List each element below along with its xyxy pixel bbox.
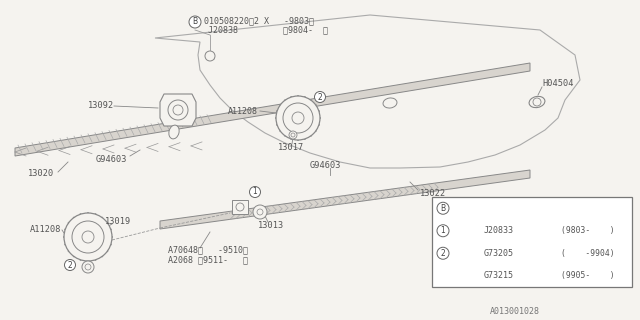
Text: 1: 1 — [440, 226, 445, 235]
Text: (9905-    ): (9905- ) — [561, 271, 615, 280]
Text: A70648（   -9510）: A70648（ -9510） — [168, 245, 248, 254]
Text: A11208: A11208 — [30, 226, 61, 235]
Circle shape — [437, 225, 449, 237]
Polygon shape — [160, 94, 196, 126]
Circle shape — [533, 98, 541, 106]
Text: 010508220（2 X   -9803）: 010508220（2 X -9803） — [204, 17, 314, 26]
Text: B: B — [440, 204, 445, 213]
Circle shape — [276, 96, 320, 140]
Text: 13092: 13092 — [88, 101, 115, 110]
Text: 1: 1 — [253, 188, 257, 196]
Circle shape — [64, 213, 112, 261]
Circle shape — [173, 105, 183, 115]
Text: A013001028: A013001028 — [490, 308, 540, 316]
Text: 2: 2 — [68, 260, 72, 269]
Text: H04504: H04504 — [542, 79, 573, 89]
Circle shape — [82, 261, 94, 273]
Text: (    -9904): ( -9904) — [561, 249, 615, 258]
Text: 13013: 13013 — [258, 220, 284, 229]
FancyBboxPatch shape — [432, 197, 632, 287]
Polygon shape — [160, 170, 530, 229]
Circle shape — [437, 247, 449, 259]
Text: J20838         （9804-  ）: J20838 （9804- ） — [208, 26, 328, 35]
Text: G94603: G94603 — [310, 161, 342, 170]
Ellipse shape — [383, 98, 397, 108]
Text: G73205: G73205 — [484, 249, 514, 258]
Circle shape — [314, 92, 326, 102]
Ellipse shape — [529, 96, 545, 108]
Text: 13019: 13019 — [105, 217, 131, 226]
FancyBboxPatch shape — [232, 200, 248, 214]
Text: 13020: 13020 — [28, 170, 54, 179]
Circle shape — [289, 131, 297, 139]
Circle shape — [257, 209, 263, 215]
Text: A2068 （9511-   ）: A2068 （9511- ） — [168, 255, 248, 265]
Text: B: B — [193, 18, 198, 27]
Text: 2: 2 — [317, 92, 323, 101]
Circle shape — [65, 260, 76, 270]
Polygon shape — [15, 63, 530, 156]
Ellipse shape — [169, 125, 179, 139]
Text: G73215: G73215 — [484, 271, 514, 280]
Text: 13017: 13017 — [278, 143, 304, 153]
Circle shape — [205, 51, 215, 61]
Circle shape — [292, 112, 304, 124]
Circle shape — [168, 100, 188, 120]
Text: J20833: J20833 — [484, 226, 514, 235]
Text: 2: 2 — [440, 249, 445, 258]
Circle shape — [72, 221, 104, 253]
Circle shape — [85, 264, 91, 270]
Circle shape — [283, 103, 313, 133]
Text: G94603: G94603 — [96, 155, 127, 164]
Text: 13022: 13022 — [420, 188, 446, 197]
Circle shape — [291, 133, 295, 137]
Circle shape — [236, 203, 244, 211]
Circle shape — [82, 231, 94, 243]
Circle shape — [253, 205, 267, 219]
Circle shape — [189, 16, 201, 28]
Circle shape — [437, 202, 449, 214]
Circle shape — [250, 187, 260, 197]
Text: A11208: A11208 — [228, 107, 258, 116]
Text: (9803-    ): (9803- ) — [561, 226, 615, 235]
